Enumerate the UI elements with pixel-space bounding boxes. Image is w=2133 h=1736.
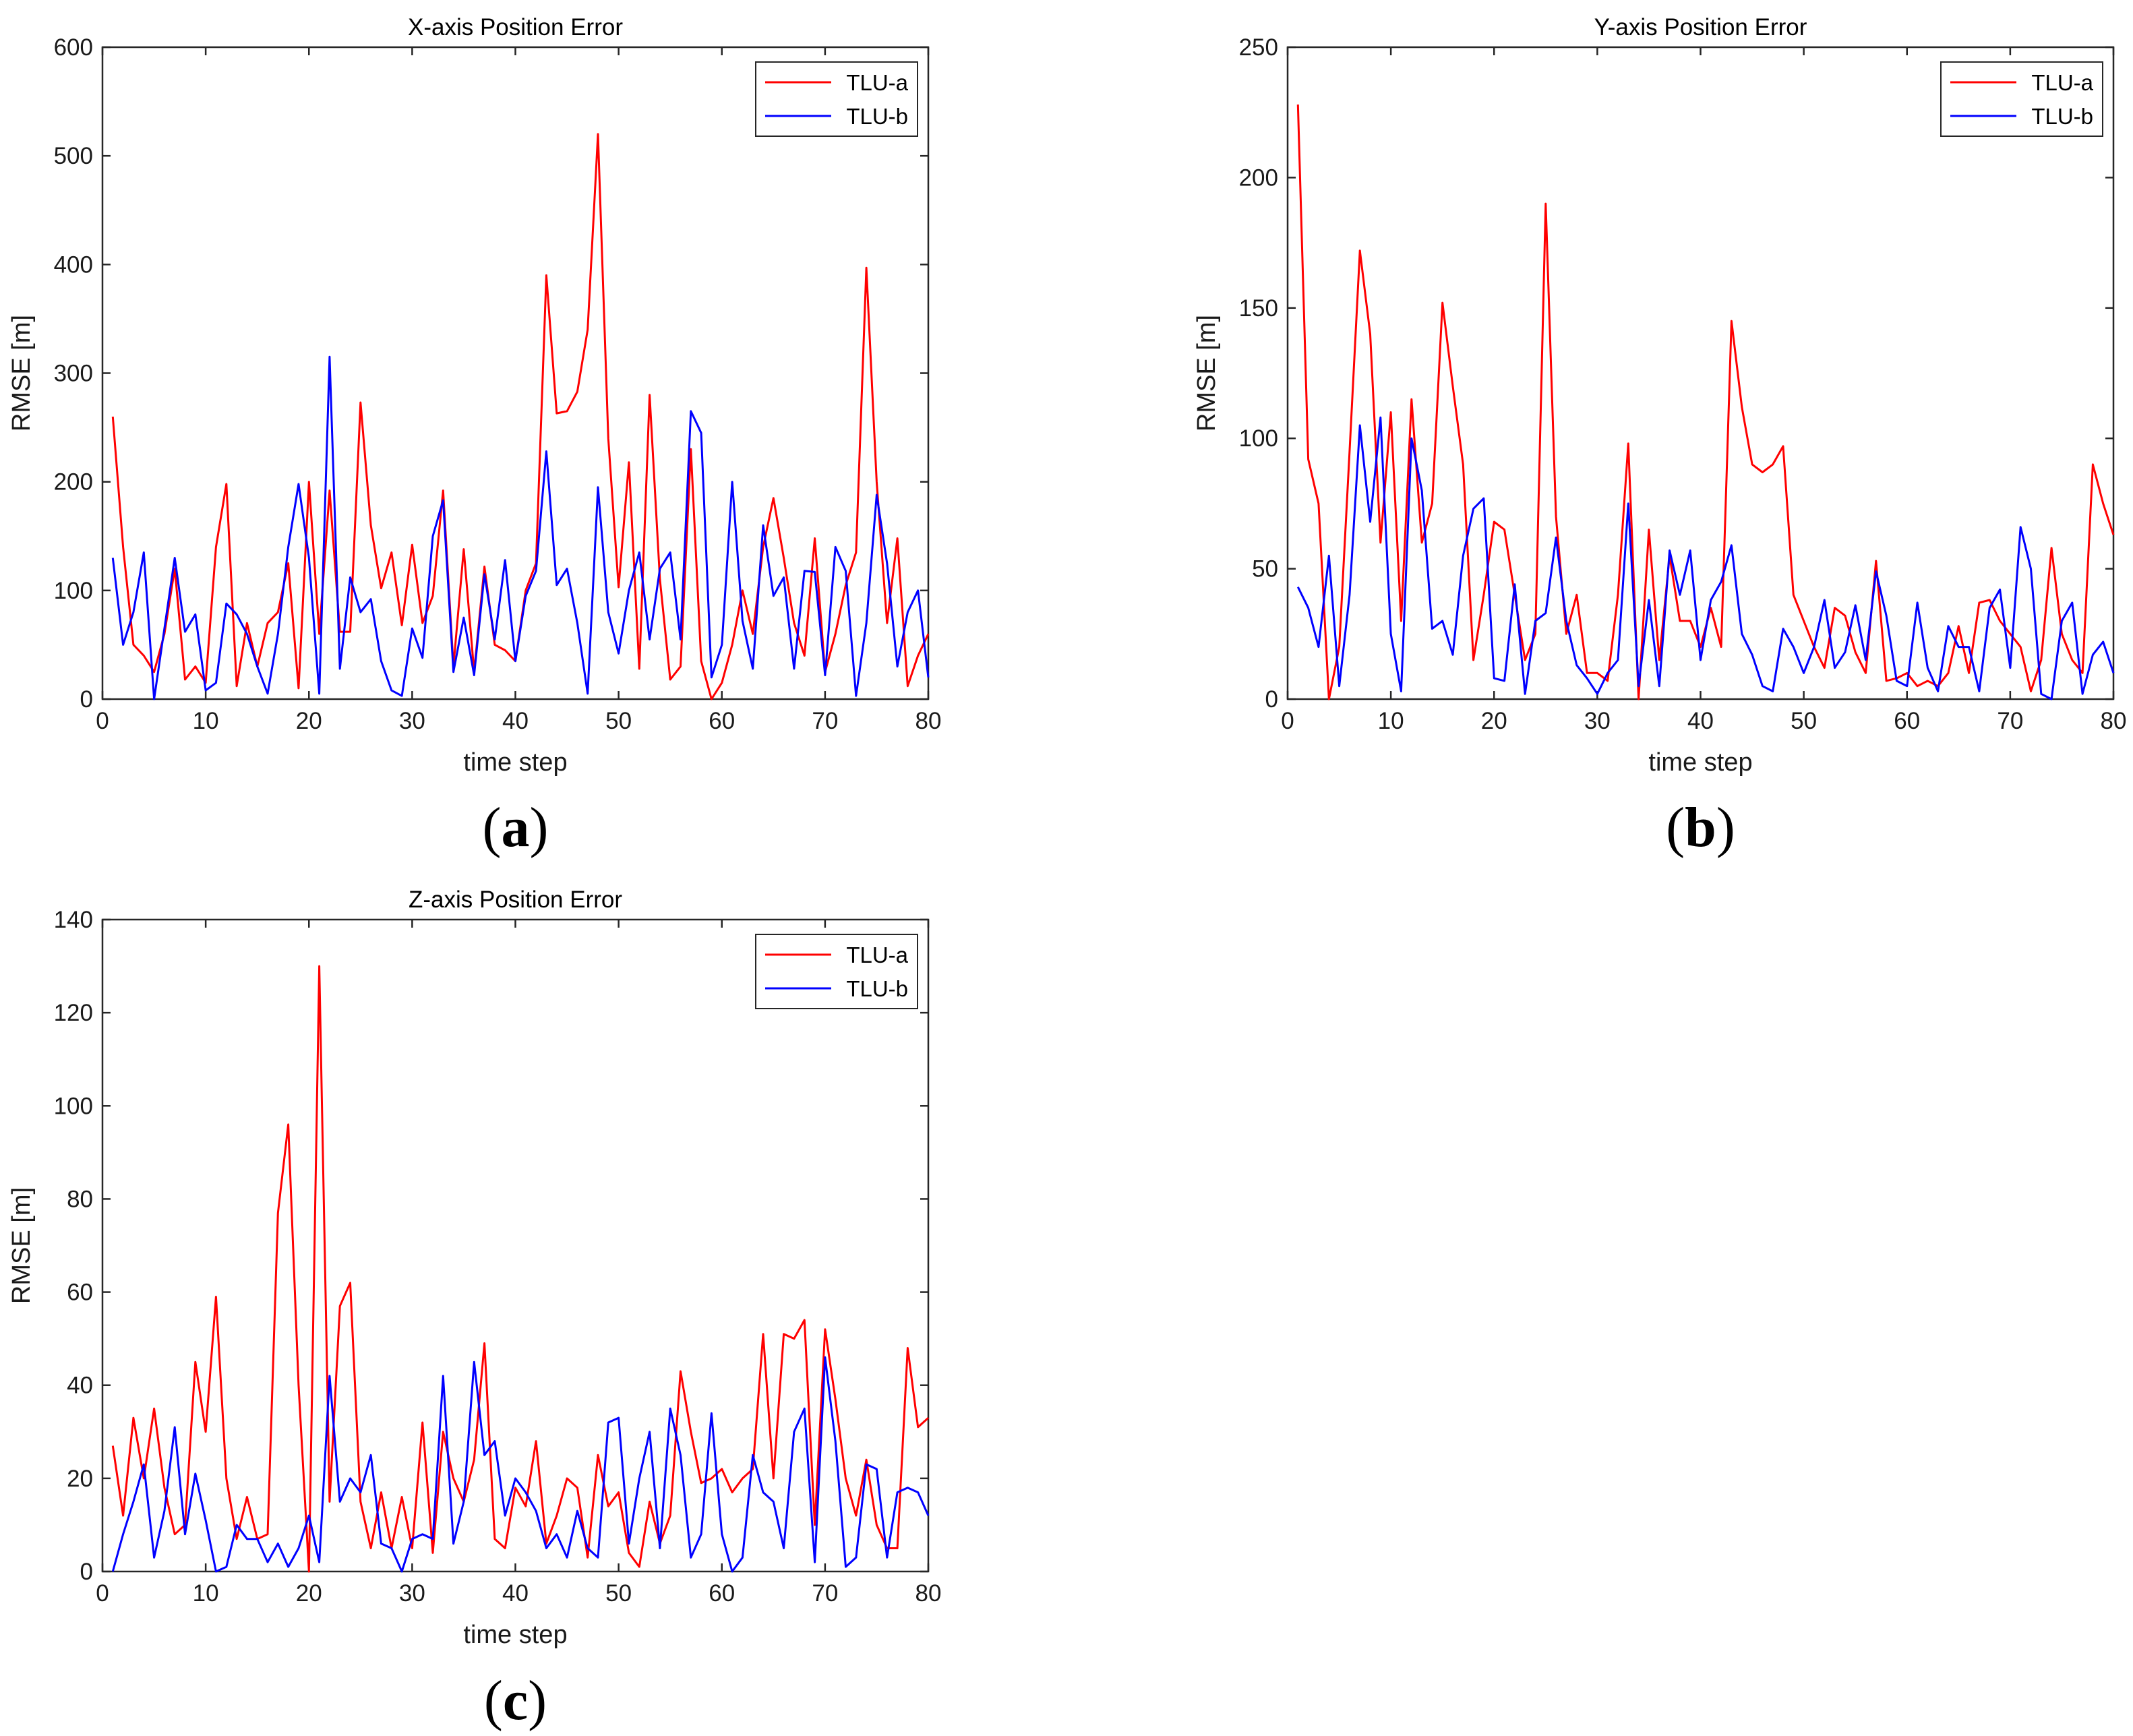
series-line-tlu-b <box>1296 416 2115 700</box>
series-line-tlu-b <box>111 1356 930 1573</box>
x-tick-label: 50 <box>1791 708 1817 734</box>
x-tick-label: 40 <box>502 1580 529 1607</box>
y-tick-label: 250 <box>1239 34 1278 61</box>
y-axis-label: RMSE [m] <box>1193 315 1221 431</box>
panel-caption: (c) <box>484 1669 547 1732</box>
y-tick-label: 600 <box>54 34 93 61</box>
x-tick-label: 0 <box>96 708 109 734</box>
legend-box <box>755 934 918 1009</box>
y-tick-label: 100 <box>54 1093 93 1119</box>
x-tick-label: 80 <box>915 708 942 734</box>
y-tick-label: 120 <box>54 1000 93 1026</box>
y-tick-label: 80 <box>67 1186 93 1212</box>
y-tick-label: 0 <box>80 1559 93 1585</box>
y-axis-label: RMSE [m] <box>7 315 36 431</box>
legend-label-tlu-b: TLU-b <box>2031 104 2093 129</box>
x-tick-label: 0 <box>1281 708 1294 734</box>
legend-label-tlu-a: TLU-a <box>846 942 908 967</box>
series-line-tlu-a <box>111 965 930 1573</box>
x-tick-label: 10 <box>193 1580 219 1607</box>
plot-area <box>1286 46 2115 700</box>
y-tick-label: 100 <box>1239 425 1278 452</box>
chart-panel-a: 0 10 20 30 40 50 60 70 80 0 100 200 300 400 500 600 X-ax… <box>7 14 941 859</box>
x-tick-label: 30 <box>399 708 425 734</box>
x-tick-label: 70 <box>1997 708 2023 734</box>
x-axis-label: time step <box>463 748 567 777</box>
x-tick-label: 10 <box>1378 708 1404 734</box>
y-tick-label: 100 <box>54 578 93 604</box>
y-tick-label: 20 <box>67 1466 93 1492</box>
panel-caption: (a) <box>483 796 549 859</box>
chart-panel-c: 0 10 20 30 40 50 60 70 80 0 20 40 60 80 100 120 140 Z-axi… <box>7 887 941 1732</box>
x-tick-label: 50 <box>605 708 632 734</box>
y-tick-label: 200 <box>1239 164 1278 191</box>
chart-title: Z-axis Position Error <box>409 887 622 913</box>
chart-panel-b: 0 10 20 30 40 50 60 70 80 0 50 100 150 200 250 Y-axis P… <box>1193 14 2126 859</box>
x-tick-label: 20 <box>1481 708 1507 734</box>
x-axis-label: time step <box>463 1621 567 1649</box>
x-tick-label: 0 <box>96 1580 109 1607</box>
y-tick-label: 140 <box>54 907 93 933</box>
x-tick-label: 30 <box>1584 708 1611 734</box>
panel-caption: (b) <box>1666 796 1735 859</box>
x-tick-label: 70 <box>812 1580 838 1607</box>
y-tick-label: 500 <box>54 143 93 169</box>
y-tick-label: 0 <box>80 686 93 713</box>
x-tick-label: 80 <box>915 1580 942 1607</box>
series-line-tlu-b <box>111 355 930 700</box>
x-tick-label: 10 <box>193 708 219 734</box>
x-tick-label: 70 <box>812 708 838 734</box>
x-tick-label: 40 <box>1687 708 1714 734</box>
x-tick-label: 30 <box>399 1580 425 1607</box>
y-tick-label: 50 <box>1252 556 1278 582</box>
x-tick-label: 80 <box>2101 708 2127 734</box>
x-tick-label: 20 <box>296 708 322 734</box>
x-tick-label: 60 <box>1894 708 1920 734</box>
legend-label-tlu-a: TLU-a <box>2031 70 2093 95</box>
plot-area <box>101 46 930 700</box>
y-tick-label: 40 <box>67 1373 93 1399</box>
y-tick-label: 300 <box>54 361 93 387</box>
y-tick-label: 400 <box>54 251 93 278</box>
legend-label-tlu-b: TLU-b <box>846 104 908 129</box>
chart-title: X-axis Position Error <box>408 14 623 40</box>
y-tick-label: 0 <box>1265 686 1278 713</box>
legend-label-tlu-b: TLU-b <box>846 976 908 1001</box>
x-axis-label: time step <box>1648 748 1752 777</box>
legend: TLU-a TLU-b <box>755 61 918 137</box>
x-tick-label: 20 <box>296 1580 322 1607</box>
legend-box <box>755 61 918 137</box>
chart-title: Y-axis Position Error <box>1594 14 1807 40</box>
legend: TLU-a TLU-b <box>755 934 918 1009</box>
x-tick-label: 50 <box>605 1580 632 1607</box>
x-tick-label: 60 <box>709 1580 735 1607</box>
legend-box <box>1940 61 2103 137</box>
legend-label-tlu-a: TLU-a <box>846 70 908 95</box>
x-tick-label: 60 <box>709 708 735 734</box>
y-tick-label: 200 <box>54 469 93 496</box>
y-axis-label: RMSE [m] <box>7 1187 36 1304</box>
x-tick-label: 40 <box>502 708 529 734</box>
y-tick-label: 150 <box>1239 295 1278 322</box>
y-tick-label: 60 <box>67 1280 93 1306</box>
legend: TLU-a TLU-b <box>1940 61 2103 137</box>
